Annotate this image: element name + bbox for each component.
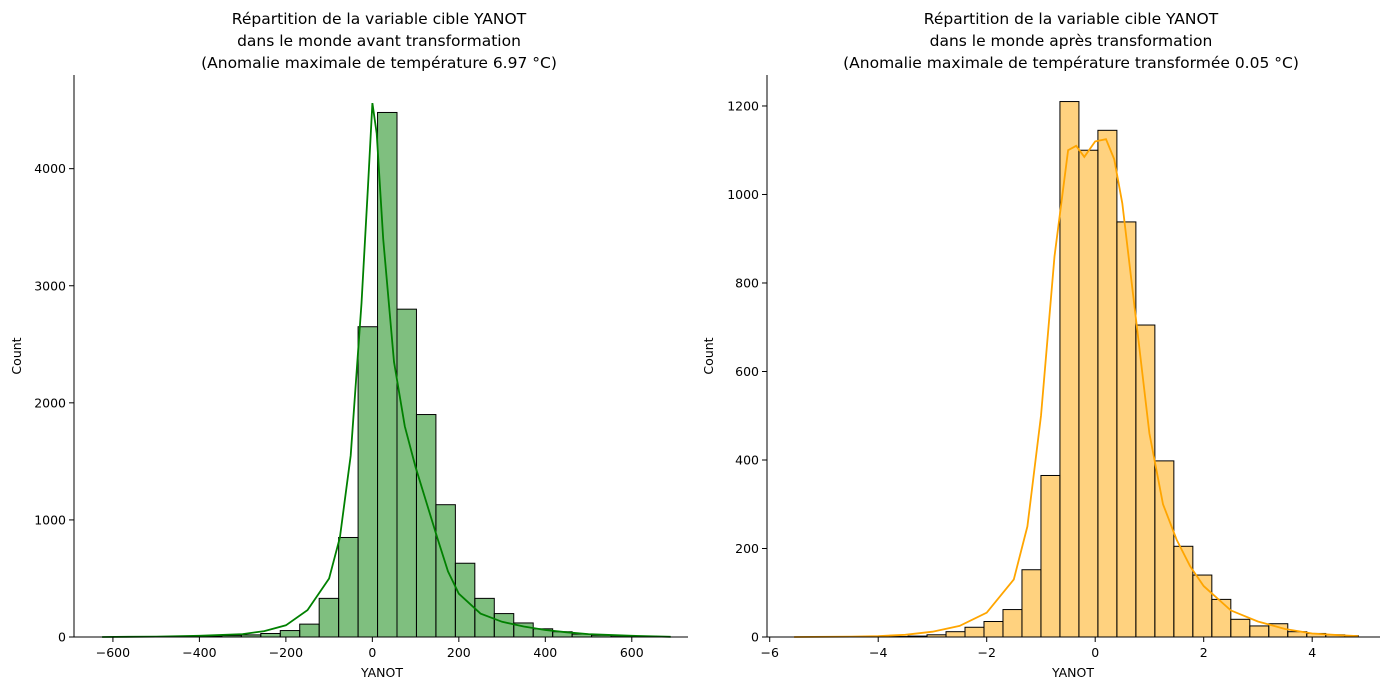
- chart-left-y-ticks: 0 1000 2000 3000 4000: [34, 161, 74, 645]
- chart-left-x-tick-label: −400: [182, 645, 216, 660]
- chart-right-bar-20: [1173, 545, 1194, 638]
- chart-right-x-label: YANOT: [1051, 665, 1094, 680]
- chart-right-y-ticks: 0 200 400 600 800 1000 1200: [727, 98, 767, 645]
- chart-right-bar-10: [983, 621, 1004, 638]
- chart-right-y-tick-label: 0: [751, 630, 759, 645]
- chart-left-bar-20: [493, 613, 515, 638]
- chart-right-y-tick-label: 400: [735, 452, 759, 467]
- chart-right: Répartition de la variable cible YANOT d…: [701, 10, 1380, 680]
- chart-left: Répartition de la variable cible YANOT d…: [9, 10, 688, 680]
- chart-right-x-tick-label: 4: [1308, 645, 1316, 660]
- chart-right-y-tick-label: 1000: [727, 187, 759, 202]
- chart-left-kde-line: [102, 102, 671, 638]
- chart-left-x-tick-label: 400: [533, 645, 557, 660]
- chart-left-x-tick-label: −600: [96, 645, 130, 660]
- chart-right-bar-17: [1116, 221, 1137, 638]
- chart-right-x-ticks: −6 −4 −2 0 2 4: [760, 637, 1316, 660]
- chart-right-bar-9: [964, 626, 985, 638]
- chart-left-x-tick-label: 0: [368, 645, 376, 660]
- chart-right-bar-23: [1230, 618, 1251, 638]
- chart-right-bar-11: [1002, 609, 1023, 638]
- chart-left-x-tick-label: 200: [447, 645, 471, 660]
- chart-right-x-tick-label: −6: [760, 645, 778, 660]
- chart-right-bar-12: [1021, 569, 1042, 638]
- chart-left-bar-8: [260, 632, 281, 638]
- chart-right-x-tick-label: −4: [869, 645, 887, 660]
- chart-left-y-tick-label: 3000: [34, 278, 66, 293]
- chart-left-title-line-1: Répartition de la variable cible YANOT: [232, 10, 527, 28]
- chart-left-title-line-3: (Anomalie maximale de température 6.97 °…: [201, 54, 557, 72]
- chart-left-bar-15: [396, 308, 417, 638]
- chart-right-y-tick-label: 600: [735, 364, 759, 379]
- chart-right-bar-24: [1249, 625, 1270, 638]
- chart-left-bar-11: [318, 597, 340, 638]
- chart-right-bar-14: [1059, 101, 1080, 638]
- chart-right-kde-line: [794, 138, 1359, 638]
- chart-left-bar-10: [299, 623, 320, 638]
- chart-left-x-ticks: −600 −400 −200 0 200 400 600: [96, 637, 644, 660]
- chart-right-title-line-2: dans le monde après transformation: [930, 32, 1213, 50]
- chart-right-x-tick-label: 2: [1200, 645, 1208, 660]
- chart-left-y-label: Count: [9, 337, 24, 374]
- chart-right-bar-13: [1040, 474, 1061, 638]
- chart-right-y-tick-label: 1200: [727, 98, 759, 113]
- chart-right-x-tick-label: −2: [977, 645, 995, 660]
- chart-left-x-tick-label: −200: [269, 645, 303, 660]
- chart-left-title-line-2: dans le monde avant transformation: [237, 32, 521, 50]
- chart-right-bar-8: [945, 631, 966, 638]
- chart-left-y-tick-label: 2000: [34, 395, 66, 410]
- chart-left-x-tick-label: 600: [620, 645, 644, 660]
- chart-left-y-tick-label: 0: [58, 630, 66, 645]
- chart-left-bar-12: [338, 536, 359, 638]
- chart-left-bar-13: [357, 326, 379, 638]
- chart-right-bar-18: [1135, 324, 1156, 638]
- chart-right-y-label: Count: [701, 337, 716, 374]
- chart-left-y-tick-label: 1000: [34, 512, 66, 527]
- chart-right-y-tick-label: 200: [735, 541, 759, 556]
- chart-right-bar-16: [1097, 129, 1118, 638]
- chart-left-x-label: YANOT: [360, 665, 403, 680]
- chart-right-title-line-1: Répartition de la variable cible YANOT: [924, 10, 1219, 28]
- chart-right-title-line-3: (Anomalie maximale de température transf…: [843, 54, 1299, 72]
- chart-left-bar-17: [435, 504, 456, 638]
- chart-right-bar-22: [1211, 598, 1232, 638]
- chart-right-x-tick-label: 0: [1091, 645, 1099, 660]
- chart-left-bars: [163, 111, 670, 638]
- chart-right-bars: [888, 101, 1359, 638]
- chart-right-bar-15: [1078, 149, 1099, 638]
- chart-right-bar-19: [1154, 460, 1175, 638]
- chart-left-y-tick-label: 4000: [34, 161, 66, 176]
- chart-right-y-tick-label: 800: [735, 275, 759, 290]
- chart-left-bar-9: [279, 630, 301, 638]
